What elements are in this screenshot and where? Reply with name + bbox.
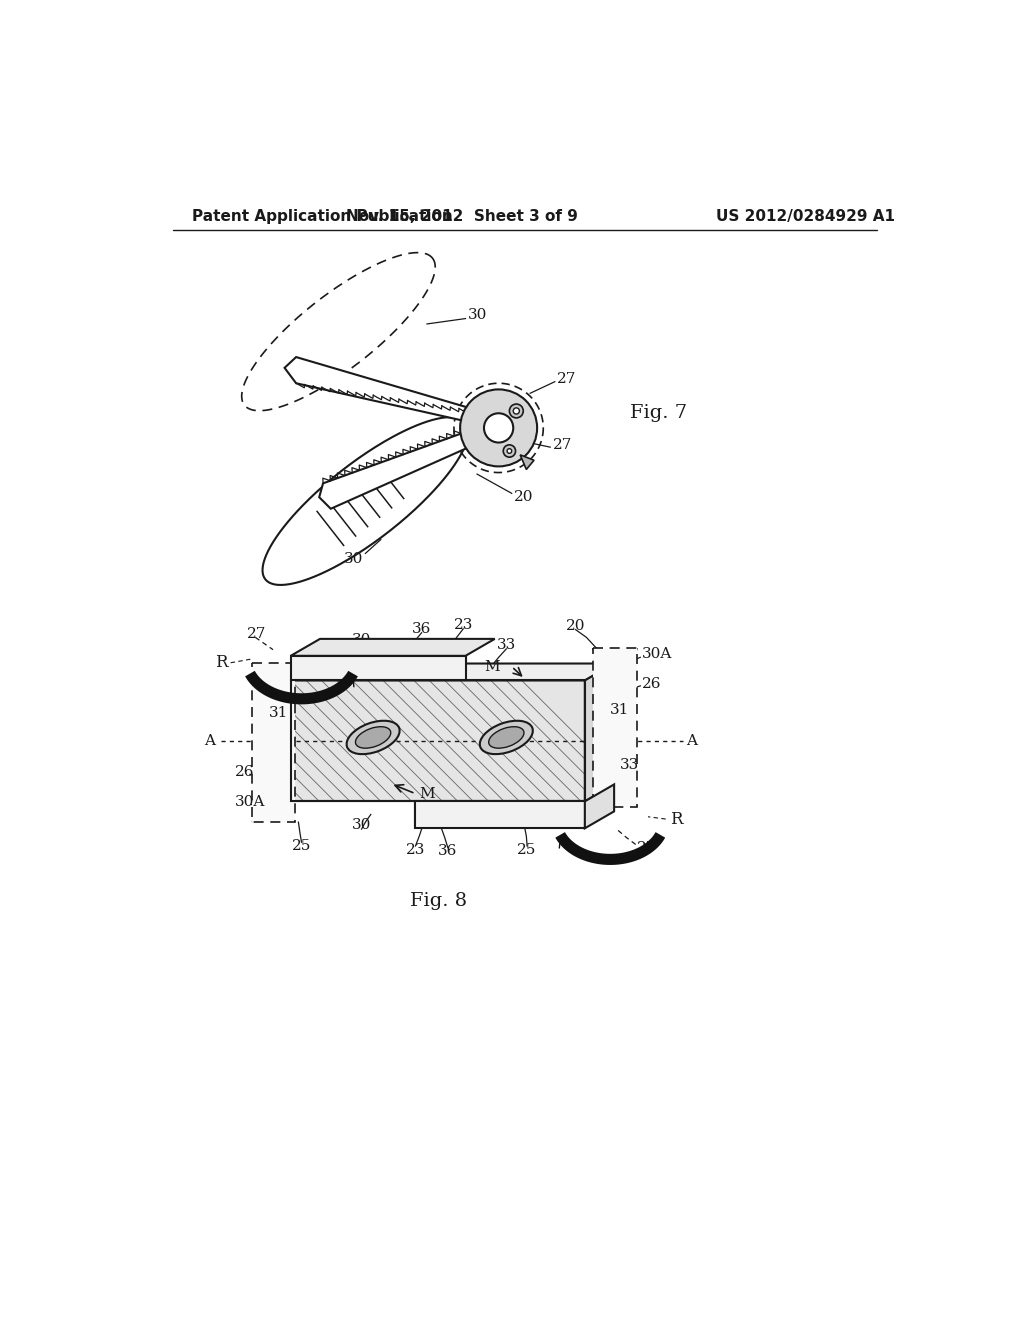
Polygon shape xyxy=(285,358,488,426)
Text: 36: 36 xyxy=(412,622,431,636)
Text: 27: 27 xyxy=(247,627,266,642)
Circle shape xyxy=(460,389,538,466)
Text: US 2012/0284929 A1: US 2012/0284929 A1 xyxy=(716,209,895,223)
Circle shape xyxy=(507,449,512,453)
Text: 30: 30 xyxy=(352,634,372,647)
Text: 20: 20 xyxy=(566,619,586,632)
Text: 30A: 30A xyxy=(642,647,672,660)
Text: M: M xyxy=(484,660,500,673)
Text: A: A xyxy=(686,734,697,748)
Text: Fig. 8: Fig. 8 xyxy=(410,892,467,911)
Circle shape xyxy=(484,413,513,442)
Ellipse shape xyxy=(480,721,532,754)
Text: 36: 36 xyxy=(438,845,458,858)
Text: Nov. 15, 2012  Sheet 3 of 9: Nov. 15, 2012 Sheet 3 of 9 xyxy=(346,209,578,223)
Polygon shape xyxy=(319,425,486,508)
Ellipse shape xyxy=(488,727,524,748)
Text: R: R xyxy=(670,810,682,828)
Polygon shape xyxy=(291,639,495,656)
Text: 25: 25 xyxy=(517,843,537,857)
Bar xyxy=(291,681,585,801)
Bar xyxy=(252,663,295,822)
Text: 27: 27 xyxy=(553,438,571,451)
Bar xyxy=(593,648,637,807)
Circle shape xyxy=(513,408,519,414)
Text: 30: 30 xyxy=(468,309,487,322)
Text: 23: 23 xyxy=(454,618,473,632)
Text: 33: 33 xyxy=(497,638,516,652)
Bar xyxy=(291,681,585,801)
Text: Fig. 7: Fig. 7 xyxy=(630,404,687,421)
Bar xyxy=(291,681,585,801)
Text: 27: 27 xyxy=(637,841,656,855)
Text: 31: 31 xyxy=(269,706,289,719)
Text: 30A: 30A xyxy=(236,795,265,809)
Circle shape xyxy=(503,445,515,457)
Text: R: R xyxy=(215,655,227,672)
Polygon shape xyxy=(585,784,614,829)
Text: Patent Application Publication: Patent Application Publication xyxy=(193,209,453,223)
Polygon shape xyxy=(262,417,468,585)
Ellipse shape xyxy=(346,721,399,754)
Text: 20: 20 xyxy=(514,490,534,504)
Text: A: A xyxy=(204,734,215,748)
Ellipse shape xyxy=(355,727,391,748)
Text: M: M xyxy=(419,787,435,801)
Polygon shape xyxy=(585,664,614,801)
Text: 26: 26 xyxy=(236,766,255,779)
Text: 30: 30 xyxy=(344,552,364,566)
Text: 26: 26 xyxy=(642,677,662,690)
Text: 33: 33 xyxy=(621,758,640,772)
Text: 31: 31 xyxy=(609,702,629,717)
Text: 27: 27 xyxy=(557,372,577,387)
Polygon shape xyxy=(520,455,535,470)
Text: 25: 25 xyxy=(292,840,311,853)
Bar xyxy=(416,801,585,829)
Text: 23: 23 xyxy=(406,843,425,857)
Polygon shape xyxy=(291,664,614,681)
Bar xyxy=(291,656,466,681)
Text: 30: 30 xyxy=(352,818,372,832)
Circle shape xyxy=(509,404,523,418)
